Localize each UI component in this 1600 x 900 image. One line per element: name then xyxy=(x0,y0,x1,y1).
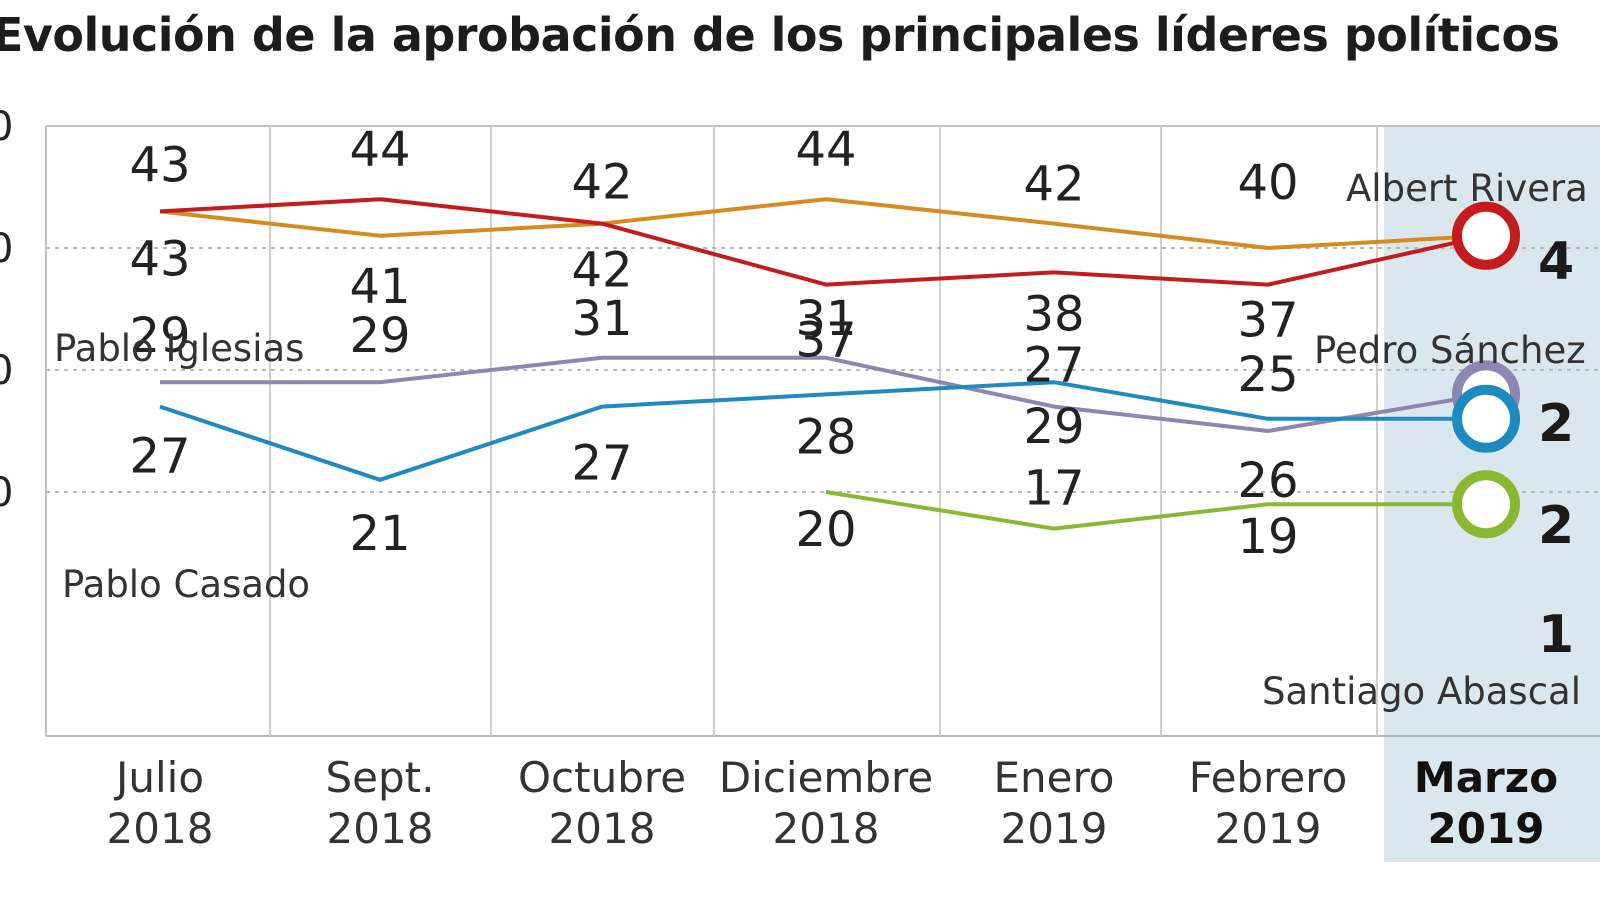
x-tick-label: 2018 xyxy=(549,804,656,853)
end-value-label: 2 xyxy=(1538,496,1574,556)
data-label: 29 xyxy=(1023,399,1084,455)
series-line-3 xyxy=(159,380,1486,482)
data-label: 27 xyxy=(129,429,190,485)
data-label: 38 xyxy=(1023,286,1084,342)
series-line-0 xyxy=(159,197,1487,250)
data-label: 28 xyxy=(795,409,856,465)
data-label: 31 xyxy=(795,291,856,347)
series-name-label: Pedro Sánchez xyxy=(1314,329,1586,372)
data-label: 37 xyxy=(1237,293,1298,349)
series-end-marker-1 xyxy=(1452,201,1520,270)
data-label: 26 xyxy=(1237,453,1298,509)
x-tick-label: 2019 xyxy=(1001,804,1108,853)
y-tick-label: 0 xyxy=(0,470,13,516)
series-name-label: Pablo Casado xyxy=(62,563,310,606)
end-value-label: 4 xyxy=(1538,232,1574,292)
data-label: 17 xyxy=(1023,461,1084,517)
data-label: 42 xyxy=(1023,157,1084,213)
x-tick-label: 2018 xyxy=(773,804,880,853)
chart-title: Evolución de la aprobación de los princi… xyxy=(0,8,1560,62)
data-label: 44 xyxy=(349,122,410,178)
data-label: 27 xyxy=(1023,338,1084,394)
data-label: 37 xyxy=(795,313,856,369)
data-label: 29 xyxy=(129,308,190,364)
series-end-marker-3 xyxy=(1452,384,1520,453)
data-label: 40 xyxy=(1237,155,1298,211)
data-label: 43 xyxy=(129,137,190,193)
series-line-2 xyxy=(160,355,1487,433)
series-end-markers xyxy=(1452,201,1520,539)
data-label: 44 xyxy=(795,122,856,178)
data-label: 25 xyxy=(1237,347,1298,403)
grid xyxy=(45,125,1600,737)
x-axis-ticks: Julio2018Sept.2018Octubre2018Diciembre20… xyxy=(107,753,1559,853)
x-tick-label: Sept. xyxy=(326,753,435,802)
series-line-1 xyxy=(159,197,1487,287)
data-label: 31 xyxy=(571,291,632,347)
x-tick-label: Octubre xyxy=(518,753,686,802)
data-label: 42 xyxy=(571,155,632,211)
y-tick-label: 0 xyxy=(0,226,13,272)
series-name-labels: Albert Rivera Pedro Sánchez Pablo Iglesias… xyxy=(54,167,1588,713)
x-tick-label: 2019 xyxy=(1215,804,1322,853)
x-tick-label: Diciembre xyxy=(719,753,933,802)
x-tick-label: 2018 xyxy=(327,804,434,853)
series-end-marker-4 xyxy=(1452,470,1520,539)
x-tick-label: Julio xyxy=(113,753,204,802)
data-label: 43 xyxy=(129,231,190,287)
data-label: 41 xyxy=(349,259,410,315)
series-lines xyxy=(159,197,1487,531)
series-name-label: Pablo Iglesias xyxy=(54,327,304,370)
data-labels: 43 42 44 42 40 4 41 43 44 42 37 38 37 29 29 31 31 27 25 2 27… xyxy=(129,122,1574,665)
data-label: 27 xyxy=(571,436,632,492)
data-label: 21 xyxy=(349,506,410,562)
data-label: 20 xyxy=(795,502,856,558)
series-line-4 xyxy=(825,490,1486,531)
end-value-label: 2 xyxy=(1538,394,1574,454)
series-name-label: Albert Rivera xyxy=(1346,167,1588,210)
y-tick-label: 0 xyxy=(0,104,13,150)
data-label: 42 xyxy=(571,243,632,299)
x-tick-label: Marzo xyxy=(1414,753,1558,802)
end-value-label: 1 xyxy=(1538,605,1574,665)
y-axis-ticks: 0 0 0 0 xyxy=(0,104,13,516)
data-label: 19 xyxy=(1237,509,1298,565)
data-label: 29 xyxy=(349,308,410,364)
x-tick-label: Enero xyxy=(993,753,1114,802)
x-tick-label: 2018 xyxy=(107,804,214,853)
x-tick-label: Febrero xyxy=(1189,753,1348,802)
y-tick-label: 0 xyxy=(0,348,13,394)
series-name-label: Santiago Abascal xyxy=(1262,670,1581,713)
x-tick-label: 2019 xyxy=(1428,804,1545,853)
